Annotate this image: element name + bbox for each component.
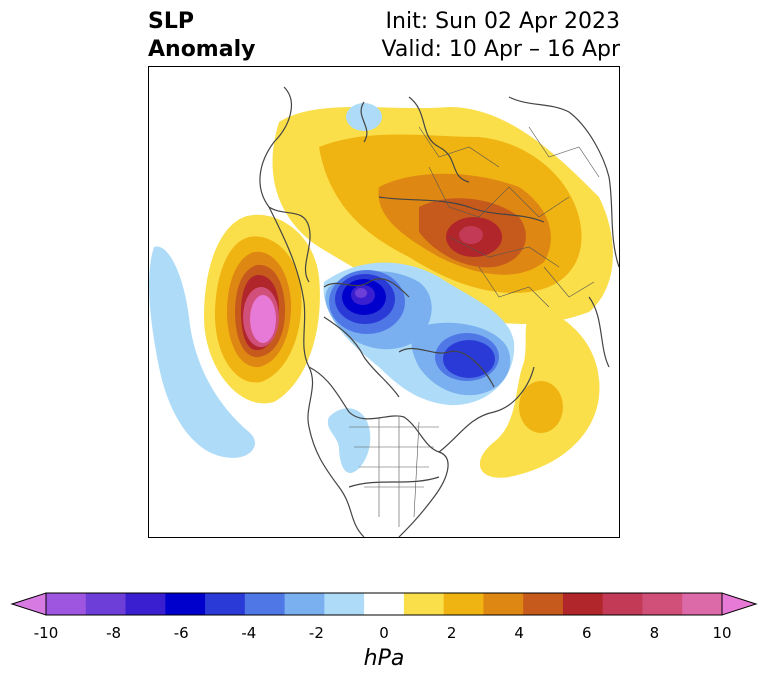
map-canvas [149, 86, 619, 537]
negative-anomaly-siberia [346, 103, 382, 131]
colorbar-segment [523, 593, 564, 615]
negative-anomaly-north-america [327, 408, 371, 473]
colorbar-unit-label: hPa [363, 646, 405, 671]
colorbar-tick-label: 2 [446, 624, 457, 642]
colorbar-segment [642, 593, 683, 615]
colorbar-segment [324, 593, 365, 615]
colorbar-tick-label: 0 [379, 624, 389, 642]
colorbar-segment [244, 593, 286, 615]
colorbar-segment [682, 593, 723, 615]
negative-anomaly-arctic [323, 262, 515, 406]
colorbar-segment [46, 593, 87, 615]
colorbar-segment [364, 593, 405, 615]
coastlines [259, 86, 619, 537]
colorbar-tick-label: -6 [173, 624, 189, 642]
colorbar-segment [562, 593, 604, 615]
colorbar-tick-label: 4 [514, 624, 524, 642]
colorbar-extend-right [721, 592, 758, 616]
colorbar-segment [125, 593, 166, 615]
title-line-2: Anomaly [148, 37, 256, 62]
colorbar-segment [403, 593, 445, 615]
init-date: Init: Sun 02 Apr 2023 [385, 9, 620, 34]
positive-anomaly-pacific [204, 214, 320, 404]
anomaly-map [148, 66, 620, 538]
init-valid-info: Init: Sun 02 Apr 2023 Valid: 10 Apr – 16… [382, 8, 621, 64]
colorbar-extend-left [10, 592, 47, 616]
colorbar-tick-label: 6 [582, 624, 592, 642]
borders [349, 126, 600, 527]
colorbar-svg [10, 592, 758, 616]
colorbar-segment [85, 593, 127, 615]
colorbar-segments [46, 593, 723, 615]
positive-anomaly-atlantic [479, 307, 600, 478]
colorbar-segment [602, 593, 643, 615]
colorbar-tick-label: -10 [33, 624, 59, 642]
colorbar-segment [165, 593, 206, 615]
colorbar-segment [205, 593, 246, 615]
map-title: SLP Anomaly [148, 8, 255, 64]
colorbar-tick-label: 8 [649, 624, 660, 642]
colorbar-segment [443, 593, 484, 615]
colorbar-tick-label: -4 [241, 624, 257, 642]
negative-anomaly-pacific-arc [149, 246, 255, 458]
colorbar-segment [284, 593, 325, 615]
colorbar-outline [45, 592, 723, 616]
title-line-1: SLP [148, 9, 194, 34]
colorbar-segment [483, 593, 524, 615]
colorbar-tick-label: 10 [712, 624, 732, 642]
valid-range: Valid: 10 Apr – 16 Apr [381, 37, 621, 62]
colorbar-tick-label: -8 [106, 624, 122, 642]
colorbar [0, 586, 768, 626]
colorbar-tick-label: -2 [308, 624, 324, 642]
